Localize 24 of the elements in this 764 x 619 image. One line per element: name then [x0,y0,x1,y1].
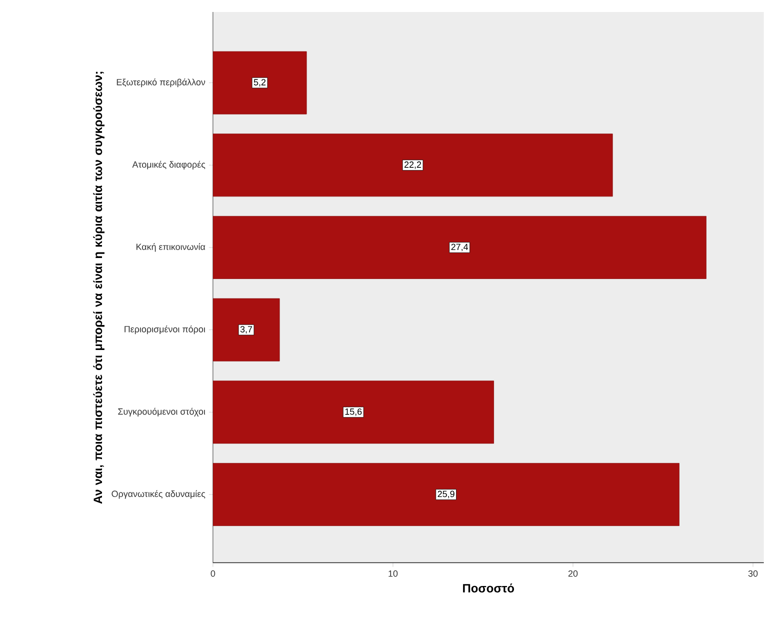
data-label: 25,9 [438,490,454,498]
x-tick-label: 0 [210,570,216,577]
bar [212,134,613,197]
data-label: 22,2 [404,162,422,169]
data-label: 5,2 [254,79,266,87]
bar [212,463,680,526]
bar [212,298,280,362]
y-tick-label: Συγκρουόμενοι στόχοι [118,408,206,417]
y-tick-label: Εξωτερικό περιβάλλον [116,78,206,88]
y-axis-title: Αν ναι, ποια πιστεύετε ότι μπορεί να είναι η κύρια αιτία των συγκρούσεων; [93,72,104,504]
x-tick-label: 10 [388,570,398,577]
data-label: 3,7 [240,326,252,334]
y-tick-label: Κακή επικοινωνία [136,243,206,252]
bar [212,51,307,114]
data-label: 27,4 [451,244,468,252]
x-axis-title: Ποσοστό [463,584,514,593]
x-tick-label: 30 [748,570,758,577]
data-label: 15,6 [345,408,362,416]
x-tick-label: 20 [568,570,578,577]
y-tick-label: Ατομικές διαφορές [132,160,206,170]
y-tick-label: Οργανωτικές αδυναμίες [112,490,206,499]
bar [212,216,706,280]
y-tick-label: Περιορισμένοι πόροι [124,326,206,334]
bar [212,380,494,444]
